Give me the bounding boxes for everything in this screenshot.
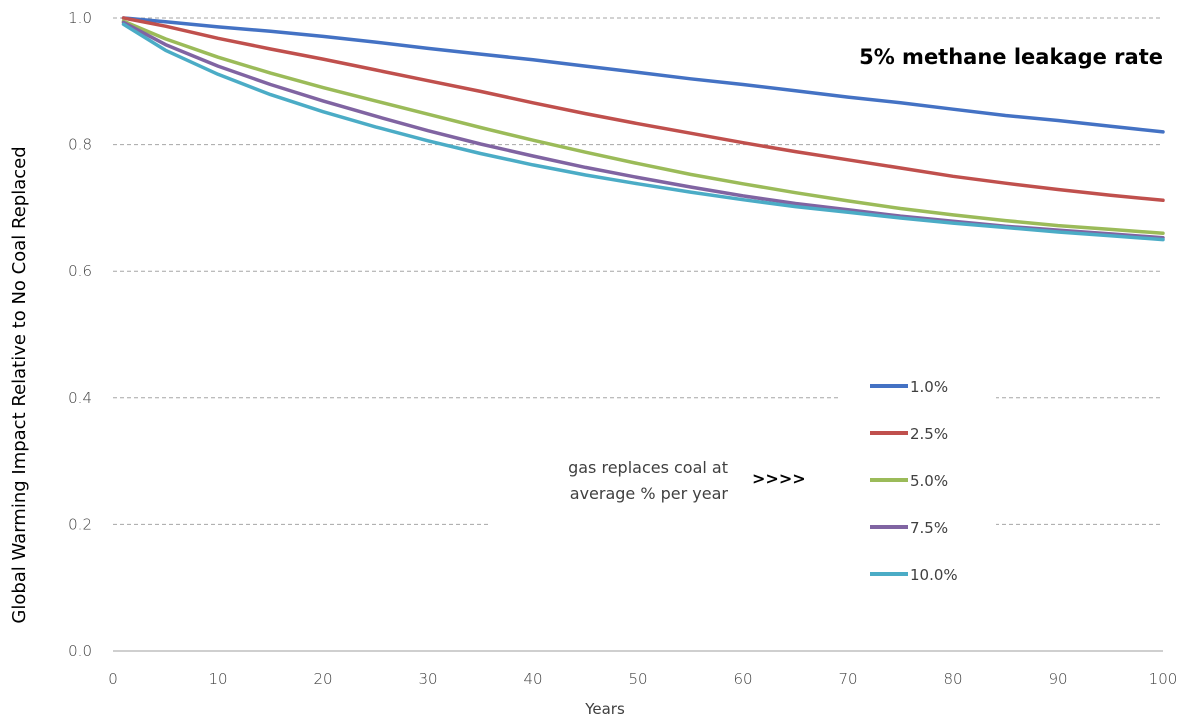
x-tick-label: 70 bbox=[838, 670, 857, 688]
legend-label: 7.5% bbox=[910, 519, 948, 537]
x-tick-label: 0 bbox=[108, 670, 118, 688]
x-tick-label: 50 bbox=[628, 670, 647, 688]
chart-title: 5% methane leakage rate bbox=[859, 45, 1163, 69]
x-tick-label: 90 bbox=[1048, 670, 1067, 688]
series-line-10.0% bbox=[121, 22, 1165, 242]
legend-label: 2.5% bbox=[910, 425, 948, 443]
x-axis-title: Years bbox=[584, 700, 625, 718]
y-axis-title: Global Warming Impact Relative to No Coa… bbox=[9, 146, 30, 623]
y-tick-label: 0.6 bbox=[68, 262, 92, 280]
y-tick-label: 1.0 bbox=[68, 9, 92, 27]
annotation-line-1: gas replaces coal at bbox=[568, 458, 728, 477]
y-tick-label: 0.0 bbox=[68, 642, 92, 660]
legend-label: 5.0% bbox=[910, 472, 948, 490]
x-tick-label: 60 bbox=[733, 670, 752, 688]
x-tick-label: 20 bbox=[313, 670, 332, 688]
annotation-arrow: >>>> bbox=[752, 469, 806, 488]
y-tick-label: 0.8 bbox=[68, 136, 92, 154]
series-line-1.0% bbox=[121, 16, 1165, 134]
y-tick-label: 0.4 bbox=[68, 389, 92, 407]
x-tick-label: 40 bbox=[523, 670, 542, 688]
series-line-2.5% bbox=[121, 16, 1165, 203]
series-line-5.0% bbox=[121, 19, 1165, 235]
x-tick-label: 10 bbox=[208, 670, 227, 688]
legend-label: 1.0% bbox=[910, 378, 948, 396]
grid-lines bbox=[113, 17, 1163, 652]
legend-background bbox=[838, 368, 996, 588]
x-tick-labels: 0 10 20 30 40 50 60 70 80 90 100 bbox=[108, 670, 1177, 688]
legend-label: 10.0% bbox=[910, 566, 958, 584]
annotation-line-2: average % per year bbox=[570, 484, 729, 503]
y-tick-label: 0.2 bbox=[68, 515, 92, 533]
annotation-background bbox=[488, 448, 838, 548]
x-tick-label: 80 bbox=[943, 670, 962, 688]
x-tick-label: 30 bbox=[418, 670, 437, 688]
legend: 1.0% 2.5% 5.0% 7.5% 10.0% bbox=[838, 368, 996, 588]
series-lines bbox=[121, 16, 1165, 242]
x-tick-label: 100 bbox=[1149, 670, 1178, 688]
y-tick-labels: 0.0 0.2 0.4 0.6 0.8 1.0 bbox=[68, 9, 92, 660]
